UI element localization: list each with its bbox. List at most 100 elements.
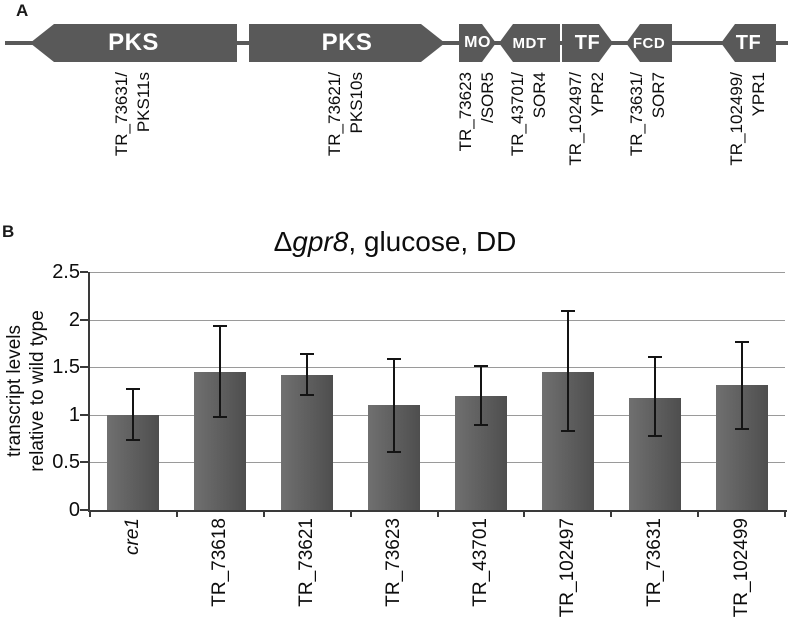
gene-id-label-5: TR_73631/SOR7 (627, 72, 668, 157)
error-bar-cap-bottom (213, 416, 227, 418)
gene-type-label: TF (735, 32, 762, 54)
gene-arrow-pks-0: PKS (30, 24, 237, 62)
error-bar-TR_73618 (213, 325, 227, 418)
gene-id-label-1: TR_73621/PKS10s (325, 72, 366, 157)
y-axis-label-line1: transcript levels (4, 325, 25, 457)
gene-type-label: FCD (632, 34, 666, 52)
y-tick-label-2.5: 2.5 (52, 261, 80, 283)
gene-type-label: MO (464, 34, 491, 51)
y-tick-label-2: 2 (68, 309, 80, 331)
error-bar-line (393, 358, 395, 453)
x-category-label-TR_73631: TR_73631 (644, 518, 665, 607)
x-tick-mark-3 (350, 510, 352, 517)
error-bar-cap-top (126, 388, 140, 390)
y-axis-label: transcript levels relative to wild type (3, 266, 49, 516)
error-bar-cap-top (735, 341, 749, 343)
gridline-y-0.5 (90, 462, 785, 463)
x-category-label-TR_43701: TR_43701 (470, 518, 491, 607)
x-tick-mark-0 (89, 510, 91, 517)
chart-title-prefix: Δ (273, 226, 293, 257)
gene-arrow-pks-1: PKS (249, 24, 445, 62)
x-tick-mark-6 (610, 510, 612, 517)
error-bar-TR_102499 (735, 341, 749, 430)
error-bar-cap-bottom (387, 451, 401, 453)
gridline-y-2.5 (90, 272, 785, 273)
gridline-y-1.5 (90, 367, 785, 368)
y-tick-label-0: 0 (68, 499, 80, 521)
x-tick-mark-7 (697, 510, 699, 517)
chart-title-gene-name: gpr8 (292, 226, 349, 257)
x-category-label-TR_102499: TR_102499 (731, 518, 752, 618)
y-tick-label-1: 1 (68, 404, 80, 426)
gene-cluster-map: PKS TR_73631/PKS11s PKS TR_73621/PKS10s MO TR… (0, 0, 790, 218)
y-tick-mark-0.5 (80, 461, 88, 463)
gene-type-label: PKS (108, 29, 159, 56)
y-tick-label-0.5: 0.5 (52, 451, 80, 473)
x-tick-mark-4 (437, 510, 439, 517)
x-tick-mark-1 (176, 510, 178, 517)
error-bar-cap-bottom (735, 428, 749, 430)
y-tick-mark-2 (80, 319, 88, 321)
error-bar-cre1 (126, 388, 140, 441)
gene-arrow-tf-4: TF (562, 24, 613, 62)
y-axis-line (88, 272, 90, 512)
error-bar-cap-bottom (126, 439, 140, 441)
error-bar-TR_73623 (387, 358, 401, 453)
gene-id-label-4: TR_102497/YPR2 (565, 72, 607, 166)
chart-title-suffix: , glucose, DD (348, 226, 517, 257)
gene-id-label-3: TR_43701/SOR4 (507, 72, 549, 157)
gene-type-label: TF (574, 32, 601, 54)
error-bar-line (741, 341, 743, 430)
gene-type-label: PKS (321, 29, 373, 56)
x-category-label-TR_73618: TR_73618 (209, 518, 230, 607)
x-category-label-TR_102497: TR_102497 (557, 518, 578, 618)
y-tick-mark-1.5 (80, 366, 88, 368)
gridline-y-1 (90, 415, 785, 416)
x-category-label-cre1: cre1 (122, 518, 143, 555)
gene-id-label-0: TR_73631/PKS11s (111, 72, 153, 157)
error-bar-line (132, 388, 134, 441)
error-bar-line (654, 356, 656, 437)
error-bar-line (219, 325, 221, 418)
error-bar-line (480, 365, 482, 426)
x-tick-mark-2 (263, 510, 265, 517)
error-bar-TR_73631 (648, 356, 662, 437)
x-category-label-TR_73623: TR_73623 (383, 518, 404, 607)
gene-type-label: MDT (512, 34, 547, 52)
error-bar-TR_102497 (561, 310, 575, 432)
bar-chart: Δgpr8, glucose, DD transcript levels rel… (0, 218, 790, 626)
gene-id-label-6: TR_102499/YPR1 (726, 72, 768, 166)
error-bar-line (306, 353, 308, 396)
x-category-label-TR_73621: TR_73621 (296, 518, 317, 607)
gridline-y-2 (90, 320, 785, 321)
y-tick-mark-0 (80, 509, 88, 511)
gene-id-label-2: TR_73623/SOR5 (455, 72, 497, 152)
error-bar-TR_43701 (474, 365, 488, 426)
error-bar-cap-top (300, 353, 314, 355)
bar-TR_73621 (281, 375, 333, 510)
panel-a-label: A (16, 1, 29, 20)
error-bar-cap-top (561, 310, 575, 312)
error-bar-cap-top (213, 325, 227, 327)
x-tick-mark-5 (523, 510, 525, 517)
error-bar-cap-bottom (474, 424, 488, 426)
y-tick-mark-2.5 (80, 271, 88, 273)
error-bar-cap-top (648, 356, 662, 358)
gene-arrow-tf-6: TF (721, 24, 776, 62)
y-tick-label-1.5: 1.5 (52, 356, 80, 378)
error-bar-TR_73621 (300, 353, 314, 396)
error-bar-cap-bottom (648, 435, 662, 437)
gene-arrow-mo-2: MO (459, 24, 496, 62)
y-axis-label-line2: relative to wild type (27, 310, 48, 472)
error-bar-cap-top (387, 358, 401, 360)
gene-arrow-fcd-5: FCD (626, 24, 672, 62)
error-bar-cap-top (474, 365, 488, 367)
x-tick-mark-8 (784, 510, 786, 517)
plot-area (90, 272, 785, 510)
error-bar-cap-bottom (300, 394, 314, 396)
panel-b-label: B (2, 222, 15, 241)
y-tick-mark-1 (80, 414, 88, 416)
error-bar-cap-bottom (561, 430, 575, 432)
chart-title: Δgpr8, glucose, DD (0, 226, 790, 258)
